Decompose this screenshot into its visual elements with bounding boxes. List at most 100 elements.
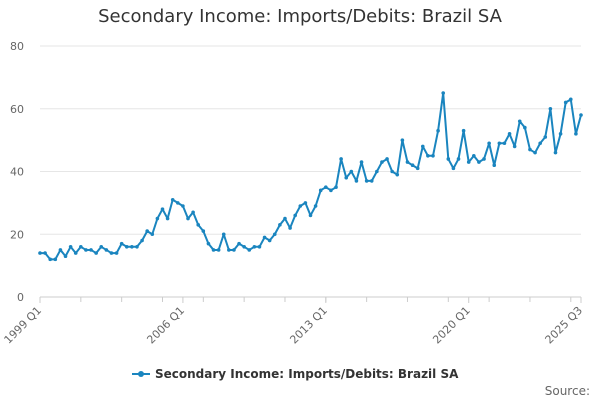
data-point[interactable] <box>150 232 155 237</box>
data-point[interactable] <box>283 216 287 221</box>
data-point[interactable] <box>242 245 246 249</box>
data-point[interactable] <box>232 248 236 252</box>
data-point[interactable] <box>400 138 405 142</box>
data-point[interactable] <box>257 245 262 249</box>
data-point[interactable] <box>324 185 328 189</box>
data-point[interactable] <box>558 132 563 136</box>
data-point[interactable] <box>318 188 323 193</box>
data-point[interactable] <box>79 245 83 249</box>
data-point[interactable] <box>145 229 149 233</box>
data-point[interactable] <box>262 235 267 240</box>
data-point[interactable] <box>288 226 292 230</box>
data-point[interactable] <box>436 128 440 133</box>
data-point[interactable] <box>99 245 104 249</box>
data-point[interactable] <box>574 132 578 136</box>
data-point[interactable] <box>201 229 206 233</box>
data-point[interactable] <box>523 125 527 130</box>
data-point[interactable] <box>84 248 88 252</box>
data-point[interactable] <box>293 213 297 218</box>
data-point[interactable] <box>63 254 68 259</box>
data-point[interactable] <box>420 144 425 149</box>
data-point[interactable] <box>349 169 354 174</box>
data-point[interactable] <box>176 201 180 205</box>
data-point[interactable] <box>329 188 333 193</box>
data-point[interactable] <box>221 232 226 237</box>
data-point[interactable] <box>507 132 512 136</box>
data-point[interactable] <box>497 141 502 146</box>
data-point[interactable] <box>68 245 73 249</box>
data-point[interactable] <box>170 197 175 202</box>
data-point[interactable] <box>89 248 93 252</box>
data-point[interactable] <box>369 179 374 183</box>
data-point[interactable] <box>334 185 338 189</box>
data-point[interactable] <box>186 216 190 221</box>
data-point[interactable] <box>390 169 394 174</box>
data-point[interactable] <box>492 163 497 168</box>
data-point[interactable] <box>385 157 389 161</box>
data-point[interactable] <box>487 141 491 146</box>
data-point[interactable] <box>461 128 466 133</box>
data-point[interactable] <box>298 204 303 208</box>
data-point[interactable] <box>359 160 364 164</box>
data-point[interactable] <box>364 179 369 183</box>
data-point[interactable] <box>272 232 277 237</box>
data-point[interactable] <box>247 248 252 252</box>
data-point[interactable] <box>538 141 542 146</box>
data-point[interactable] <box>227 248 231 252</box>
data-point[interactable] <box>94 251 98 255</box>
data-point[interactable] <box>135 245 139 249</box>
data-point[interactable] <box>53 257 58 262</box>
data-point[interactable] <box>472 154 476 158</box>
data-point[interactable] <box>130 245 134 249</box>
data-point[interactable] <box>415 166 420 171</box>
data-point[interactable] <box>160 207 165 211</box>
data-point[interactable] <box>512 144 517 149</box>
data-point[interactable] <box>278 223 282 227</box>
data-point[interactable] <box>456 157 461 161</box>
data-point[interactable] <box>196 223 201 227</box>
data-point[interactable] <box>410 163 415 168</box>
data-point[interactable] <box>191 210 195 215</box>
data-point[interactable] <box>517 119 522 124</box>
data-point[interactable] <box>313 204 318 208</box>
data-point[interactable] <box>446 157 451 161</box>
data-point[interactable] <box>533 150 537 155</box>
data-point[interactable] <box>252 245 257 249</box>
data-point[interactable] <box>568 97 573 102</box>
data-point[interactable] <box>405 160 410 164</box>
data-point[interactable] <box>380 160 384 164</box>
data-point[interactable] <box>344 175 349 180</box>
data-point[interactable] <box>579 113 583 117</box>
data-point[interactable] <box>206 241 211 246</box>
data-point[interactable] <box>216 248 221 252</box>
data-point[interactable] <box>267 238 272 243</box>
data-point[interactable] <box>48 257 53 262</box>
data-point[interactable] <box>553 150 558 155</box>
data-point[interactable] <box>303 201 308 205</box>
data-point[interactable] <box>548 106 553 111</box>
data-point[interactable] <box>441 91 446 95</box>
data-point[interactable] <box>528 147 532 152</box>
data-point[interactable] <box>211 248 216 252</box>
data-point[interactable] <box>308 213 313 218</box>
data-point[interactable] <box>431 154 435 158</box>
data-point[interactable] <box>104 248 109 252</box>
data-point[interactable] <box>477 160 481 164</box>
data-point[interactable] <box>124 245 129 249</box>
data-point[interactable] <box>140 238 144 243</box>
data-point[interactable] <box>165 216 170 221</box>
data-point[interactable] <box>426 154 430 158</box>
data-point[interactable] <box>375 169 379 174</box>
data-point[interactable] <box>502 141 507 146</box>
data-point[interactable] <box>482 157 486 161</box>
data-point[interactable] <box>73 251 78 255</box>
data-point[interactable] <box>181 204 185 208</box>
data-point[interactable] <box>563 100 568 105</box>
data-point[interactable] <box>339 157 343 161</box>
data-point[interactable] <box>237 241 241 246</box>
data-point[interactable] <box>395 172 400 177</box>
legend[interactable]: Secondary Income: Imports/Debits: Brazil… <box>132 367 459 381</box>
data-point[interactable] <box>109 251 114 255</box>
data-point[interactable] <box>451 166 456 171</box>
data-point[interactable] <box>114 251 119 255</box>
